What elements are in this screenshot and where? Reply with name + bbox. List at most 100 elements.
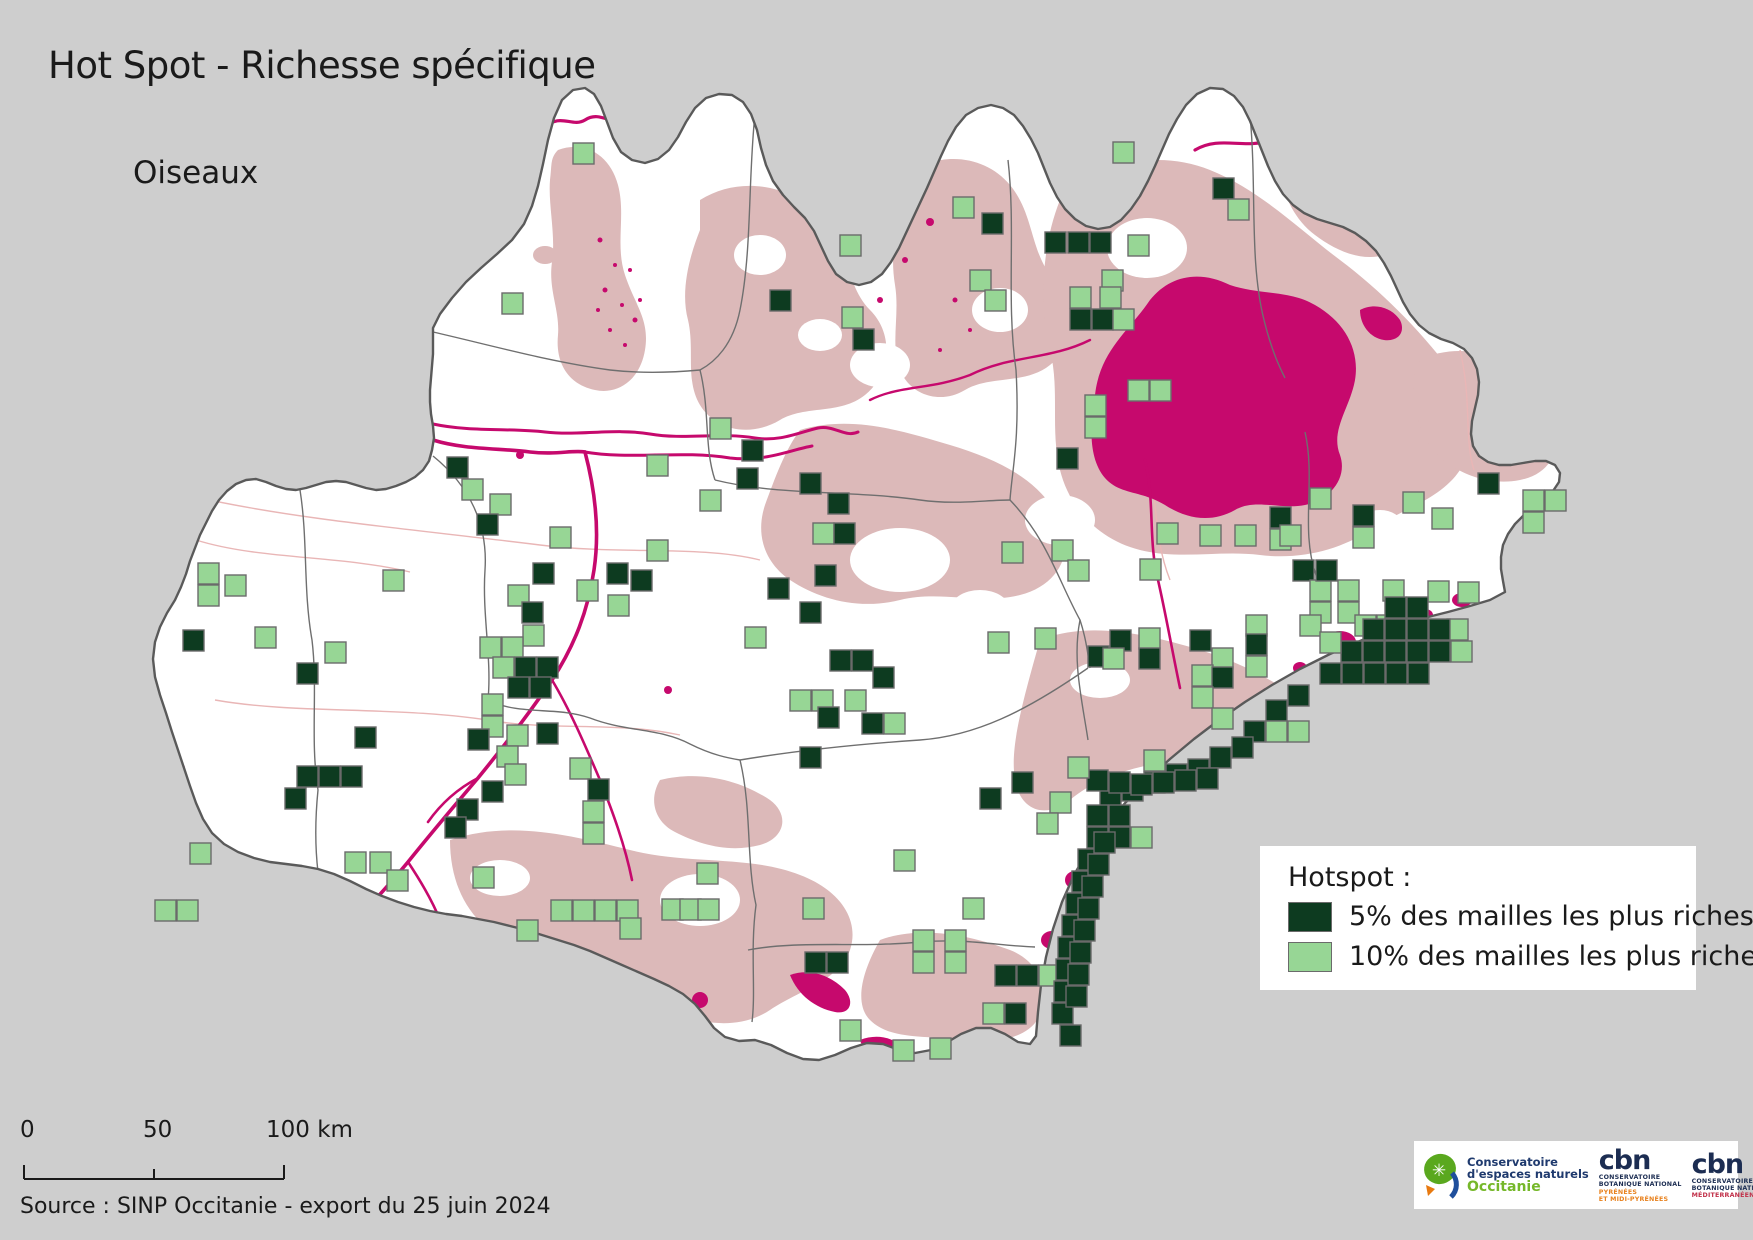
hotspot-cell-10pct	[582, 800, 605, 823]
hotspot-cell-10pct	[1130, 826, 1153, 849]
hotspot-cell-10pct	[1069, 286, 1092, 309]
hotspot-cell-10pct	[607, 594, 630, 617]
hotspot-cell-5pct	[1077, 897, 1100, 920]
hotspot-cell-5pct	[852, 328, 875, 351]
legend-label: 10% des mailles les plus riches	[1349, 941, 1753, 972]
hotspot-cell-10pct	[969, 269, 992, 292]
hotspot-cell-10pct	[883, 712, 906, 735]
hotspot-cell-5pct	[1384, 618, 1407, 641]
hotspot-cell-5pct	[606, 562, 629, 585]
legend-swatch-dark-green	[1288, 901, 1332, 932]
hotspot-cell-5pct	[826, 951, 849, 974]
hotspot-cell-10pct	[1522, 489, 1545, 512]
hotspot-cell-10pct	[1191, 664, 1214, 687]
hotspot-cell-5pct	[1174, 769, 1197, 792]
hotspot-cell-10pct	[893, 849, 916, 872]
hotspot-cell-5pct	[1004, 1002, 1027, 1025]
hotspot-cell-10pct	[197, 584, 220, 607]
hotspot-cell-10pct	[952, 196, 975, 219]
hotspot-cell-10pct	[254, 626, 277, 649]
hotspot-cell-10pct	[1402, 491, 1425, 514]
hotspot-cell-10pct	[1337, 601, 1360, 624]
hotspot-cell-5pct	[1362, 640, 1385, 663]
hotspot-cell-10pct	[646, 539, 669, 562]
hotspot-cell-5pct	[182, 629, 205, 652]
hotspot-cell-10pct	[1544, 489, 1567, 512]
hotspot-cell-5pct	[536, 656, 559, 679]
hotspot-cell-5pct	[1341, 662, 1364, 685]
hotspot-cell-10pct	[1299, 614, 1322, 637]
hotspot-cell-5pct	[1016, 964, 1039, 987]
hotspot-cell-10pct	[507, 584, 530, 607]
hotspot-cell-5pct	[1385, 662, 1408, 685]
hotspot-cell-5pct	[529, 676, 552, 699]
cen-logo-line1: Conservatoire	[1467, 1154, 1558, 1169]
hotspot-cell-10pct	[944, 951, 967, 974]
hotspot-cell-5pct	[630, 569, 653, 592]
cbn-pyr-line1: CONSERVATOIRE	[1598, 1173, 1661, 1181]
hotspot-cell-10pct	[1245, 614, 1268, 637]
hotspot-cell-10pct	[1319, 631, 1342, 654]
hotspot-cell-10pct	[1199, 524, 1222, 547]
hotspot-cell-5pct	[1011, 771, 1034, 794]
hotspot-cell-5pct	[587, 778, 610, 801]
hotspot-cell-5pct	[446, 456, 469, 479]
hotspot-cell-5pct	[481, 780, 504, 803]
hotspot-cell-10pct	[1112, 141, 1135, 164]
hotspot-cell-5pct	[536, 722, 559, 745]
hotspot-cell-5pct	[340, 765, 363, 788]
hotspot-cell-5pct	[799, 746, 822, 769]
hotspot-cell-5pct	[1384, 596, 1407, 619]
hotspot-cell-5pct	[1087, 853, 1110, 876]
hotspot-cell-10pct	[984, 289, 1007, 312]
hotspot-cell-5pct	[736, 467, 759, 490]
department-borders	[299, 113, 1321, 1023]
hotspot-cell-10pct	[744, 626, 767, 649]
hotspot-cell-10pct	[696, 862, 719, 885]
hotspot-cell-5pct	[861, 712, 884, 735]
hotspot-cell-5pct	[817, 706, 840, 729]
hotspot-cell-5pct	[521, 601, 544, 624]
hotspot-cell-10pct	[1156, 522, 1179, 545]
hotspot-cell-5pct	[769, 289, 792, 312]
hotspot-cell-5pct	[1065, 985, 1088, 1008]
hotspot-cell-10pct	[1337, 579, 1360, 602]
hotspot-cell-10pct	[929, 1037, 952, 1060]
hotspot-cell-5pct	[1363, 662, 1386, 685]
hotspot-cell-5pct	[476, 513, 499, 536]
hotspot-cell-5pct	[1091, 308, 1114, 331]
hotspot-cell-10pct	[912, 929, 935, 952]
hotspot-cell-10pct	[1099, 286, 1122, 309]
hotspot-cell-10pct	[154, 899, 177, 922]
hotspot-cell-10pct	[844, 689, 867, 712]
hotspot-cell-10pct	[1067, 559, 1090, 582]
cbn-acronym: cbn	[1598, 1144, 1652, 1176]
hotspot-cell-5pct	[1067, 231, 1090, 254]
hotspot-cell-5pct	[1086, 804, 1109, 827]
hotspot-cell-10pct	[1036, 812, 1059, 835]
hotspot-cell-5pct	[1292, 559, 1315, 582]
hotspot-cell-5pct	[1209, 746, 1232, 769]
hotspot-cell-5pct	[1245, 633, 1268, 656]
hotspot-cell-10pct	[549, 526, 572, 549]
hotspot-cell-10pct	[1265, 720, 1288, 743]
hotspot-cell-10pct	[987, 631, 1010, 654]
hotspot-cell-10pct	[594, 899, 617, 922]
hotspot-cell-10pct	[324, 641, 347, 664]
hotspot-cell-10pct	[501, 292, 524, 315]
hotspot-cell-5pct	[741, 439, 764, 462]
hotspot-cell-10pct	[516, 919, 539, 942]
hotspot-cell-10pct	[501, 636, 524, 659]
hotspot-cell-5pct	[767, 577, 790, 600]
hotspot-cell-5pct	[1073, 919, 1096, 942]
hotspot-cell-10pct	[1522, 511, 1545, 534]
hotspot-cell-5pct	[444, 816, 467, 839]
cbn-pyr-line3: PYRÉNÉES	[1598, 1188, 1638, 1196]
hotspot-cell-5pct	[851, 649, 874, 672]
hotspot-cell-5pct	[1056, 447, 1079, 470]
hotspot-cell-10pct	[550, 899, 573, 922]
hotspot-cell-5pct	[1406, 640, 1429, 663]
hotspot-cell-5pct	[872, 666, 895, 689]
hotspot-cell-10pct	[344, 851, 367, 874]
cbn-med-line3: MÉDITERRANÉEN	[1691, 1192, 1753, 1200]
